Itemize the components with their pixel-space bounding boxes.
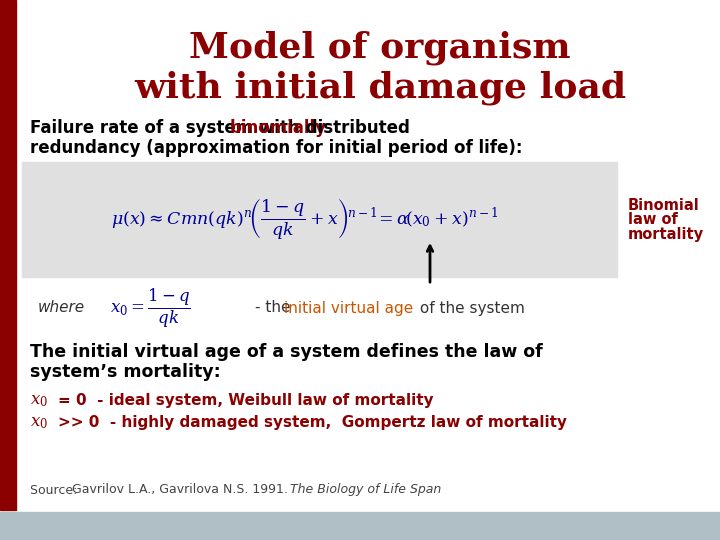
Text: Binomial: Binomial — [628, 198, 700, 213]
Text: Failure rate of a system with: Failure rate of a system with — [30, 119, 305, 137]
Text: The Biology of Life Span: The Biology of Life Span — [290, 483, 441, 496]
Bar — [22, 162, 617, 277]
Text: mortality: mortality — [628, 227, 704, 242]
Text: distributed: distributed — [300, 119, 410, 137]
Text: law of: law of — [628, 213, 678, 227]
Bar — [0, 0, 16, 510]
Text: Model of organism: Model of organism — [189, 31, 571, 65]
Text: - the: - the — [255, 300, 295, 315]
Bar — [0, 512, 720, 540]
Text: redundancy (approximation for initial period of life):: redundancy (approximation for initial pe… — [30, 139, 523, 157]
Text: The initial virtual age of a system defines the law of: The initial virtual age of a system defi… — [30, 343, 543, 361]
Text: $x_0 = \dfrac{1-q}{qk}$: $x_0 = \dfrac{1-q}{qk}$ — [110, 286, 191, 329]
Text: system’s mortality:: system’s mortality: — [30, 363, 221, 381]
Text: where: where — [38, 300, 85, 315]
Text: >> 0  - highly damaged system,  Gompertz law of mortality: >> 0 - highly damaged system, Gompertz l… — [58, 415, 567, 429]
Text: Source:: Source: — [30, 483, 86, 496]
Text: $x_0$: $x_0$ — [30, 413, 48, 431]
Text: $x_0$: $x_0$ — [30, 391, 48, 409]
Text: with initial damage load: with initial damage load — [134, 71, 626, 105]
Text: binomially: binomially — [230, 119, 327, 137]
Text: Gavrilov L.A., Gavrilova N.S. 1991.: Gavrilov L.A., Gavrilova N.S. 1991. — [72, 483, 296, 496]
Text: = 0  - ideal system, Weibull law of mortality: = 0 - ideal system, Weibull law of morta… — [58, 393, 433, 408]
Text: of the system: of the system — [415, 300, 525, 315]
Text: $\mu(x) \approx Cmn(qk)^n\!\left(\dfrac{1-q}{qk}+x\right)^{\!n-1}\!=\alpha\!\lef: $\mu(x) \approx Cmn(qk)^n\!\left(\dfrac{… — [111, 195, 499, 240]
Text: initial virtual age: initial virtual age — [284, 300, 413, 315]
